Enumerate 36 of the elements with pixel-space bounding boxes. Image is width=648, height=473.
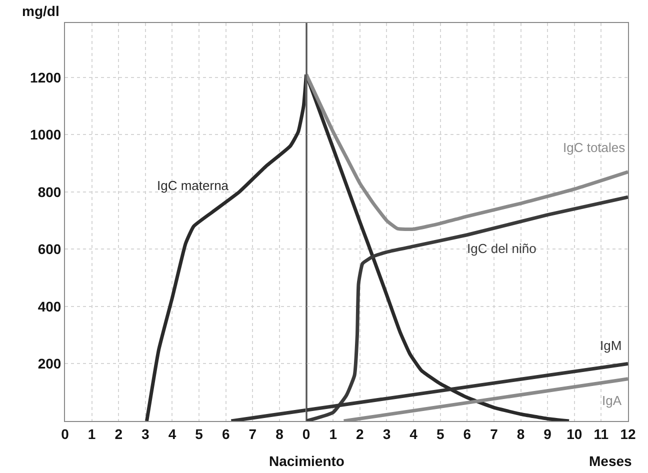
y-axis-title: mg/dl [22,3,60,19]
x-tick-label: 3 [382,426,391,442]
ref-line-label: Nacimiento [269,453,344,469]
x-tick-label: 4 [168,426,176,442]
x-tick-label: 0 [302,426,310,442]
y-tick-label: 800 [38,184,62,200]
x-tick-label: 8 [276,426,284,442]
series-label: IgC del niño [467,241,536,256]
x-axis-title: Meses [589,453,632,469]
x-tick-label: 9 [544,426,552,442]
x-tick-label: 0 [61,426,70,442]
x-tick-label: 6 [463,426,472,442]
series-label: IgC materna [157,178,230,193]
x-tick-label: 7 [248,426,257,442]
x-tick-label: 4 [410,426,418,442]
x-tick-label: 11 [594,426,609,442]
x-tick-label: 6 [222,426,230,442]
y-tick-label: 600 [38,241,62,258]
x-tick-label: 5 [195,426,204,442]
x-tick-label: 5 [436,426,444,442]
y-tick-label: 1000 [30,126,62,143]
y-tick-label: 1200 [30,69,62,86]
x-tick-label: 3 [142,426,150,442]
x-tick-label: 2 [114,426,123,442]
y-tick-label: 400 [38,298,62,314]
x-tick-label: 1 [329,426,338,442]
y-tick-label: 200 [38,356,62,372]
series-label: IgM [600,338,622,353]
series-label: IgC totales [563,140,626,155]
x-tick-label: 2 [356,426,364,442]
x-tick-label: 1 [88,426,96,442]
x-tick-label: 8 [516,426,525,442]
x-tick-label: 10 [566,426,582,442]
x-tick-label: 12 [620,426,636,442]
x-tick-label: 7 [490,426,498,442]
series-label: IgA [602,393,622,408]
